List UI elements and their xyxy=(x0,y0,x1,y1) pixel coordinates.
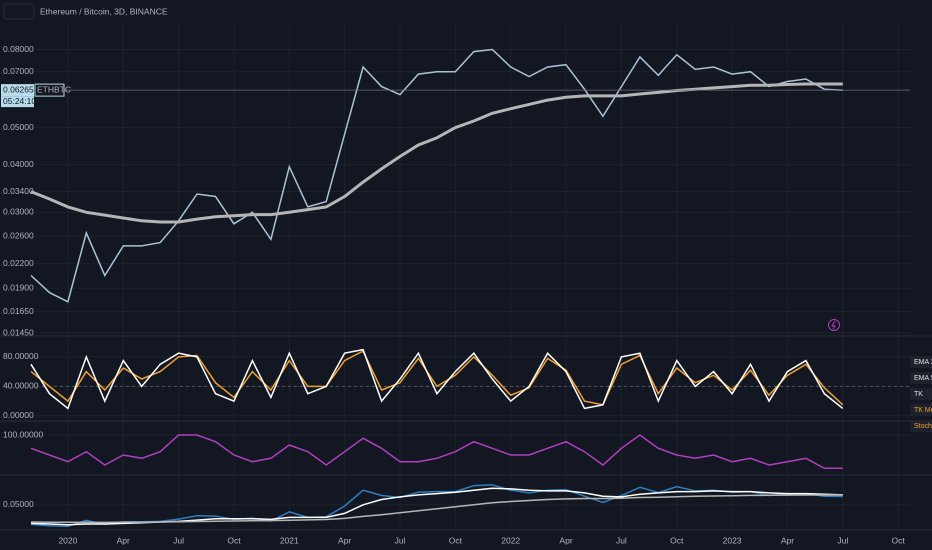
y-tick-label: 40.00000 xyxy=(3,381,39,391)
y-tick-label: 100.00000 xyxy=(3,429,43,439)
symbol-box[interactable] xyxy=(3,3,35,20)
x-tick-label: 2022 xyxy=(501,535,520,545)
series-line xyxy=(30,494,843,524)
x-tick-label: Apr xyxy=(117,535,130,545)
legend-box xyxy=(910,372,932,384)
x-tick-label: Oct xyxy=(449,535,463,545)
x-tick-label: Oct xyxy=(227,535,241,545)
price-tag xyxy=(1,84,34,97)
series-line xyxy=(30,48,843,303)
legend-label: TK Mom xyxy=(914,407,932,414)
series-line xyxy=(30,348,844,410)
x-tick-label: Jul xyxy=(395,535,406,545)
legend-box xyxy=(910,404,932,416)
series-line xyxy=(30,82,843,224)
x-tick-label: 2021 xyxy=(280,535,299,545)
series-line xyxy=(30,434,843,470)
y-tick-label: 0.01900 xyxy=(3,282,34,292)
x-tick-label: Apr xyxy=(781,535,794,545)
x-tick-label: Jul xyxy=(616,535,627,545)
legend-label: Stoch xyxy=(914,423,932,430)
y-tick-label: 0.04000 xyxy=(3,159,34,169)
countdown-text: 05:24:10 xyxy=(3,96,36,106)
x-tick-label: 2023 xyxy=(723,535,742,545)
price-tag-value: 0.06265 xyxy=(3,84,34,94)
y-tick-label: 0.05000 xyxy=(3,122,34,132)
y-tick-label: 0.00000 xyxy=(3,410,34,420)
y-tick-label: 0.08000 xyxy=(3,44,34,54)
y-tick-label: 80.00000 xyxy=(3,351,39,361)
legend-label: TK xyxy=(914,391,923,398)
y-tick-label: 0.01650 xyxy=(3,306,34,316)
legend-box xyxy=(910,420,932,432)
x-tick-label: Oct xyxy=(892,535,906,545)
legend-box xyxy=(910,388,932,400)
y-tick-label: 0.02600 xyxy=(3,230,34,240)
x-tick-label: 2020 xyxy=(58,535,77,545)
alert-icon-bolt xyxy=(831,320,836,330)
y-tick-label: 0.01450 xyxy=(3,327,34,337)
y-tick-label: 0.03400 xyxy=(3,186,34,196)
y-tick-label: 0.03000 xyxy=(3,207,34,217)
x-tick-label: Apr xyxy=(338,535,351,545)
series-line xyxy=(30,349,844,406)
y-tick-label: 0.07000 xyxy=(3,66,34,76)
y-tick-label: 0.02200 xyxy=(3,258,34,268)
alert-icon[interactable] xyxy=(828,319,840,331)
legend-box xyxy=(910,356,932,368)
x-tick-label: Jul xyxy=(173,535,184,545)
x-tick-label: Oct xyxy=(670,535,684,545)
x-tick-label: Apr xyxy=(559,535,572,545)
y-tick-label: 0.05000 xyxy=(3,499,34,509)
chart-title: Ethereum / Bitcoin, 3D, BINANCE xyxy=(40,6,168,16)
symbol-tag-text: ETHBTC xyxy=(37,84,71,94)
countdown-tag xyxy=(1,96,34,108)
symbol-tag xyxy=(34,83,65,97)
x-tick-label: Jul xyxy=(837,535,848,545)
legend-label: EMA 50 xyxy=(914,375,932,382)
legend-label: EMA 20 xyxy=(914,359,932,366)
